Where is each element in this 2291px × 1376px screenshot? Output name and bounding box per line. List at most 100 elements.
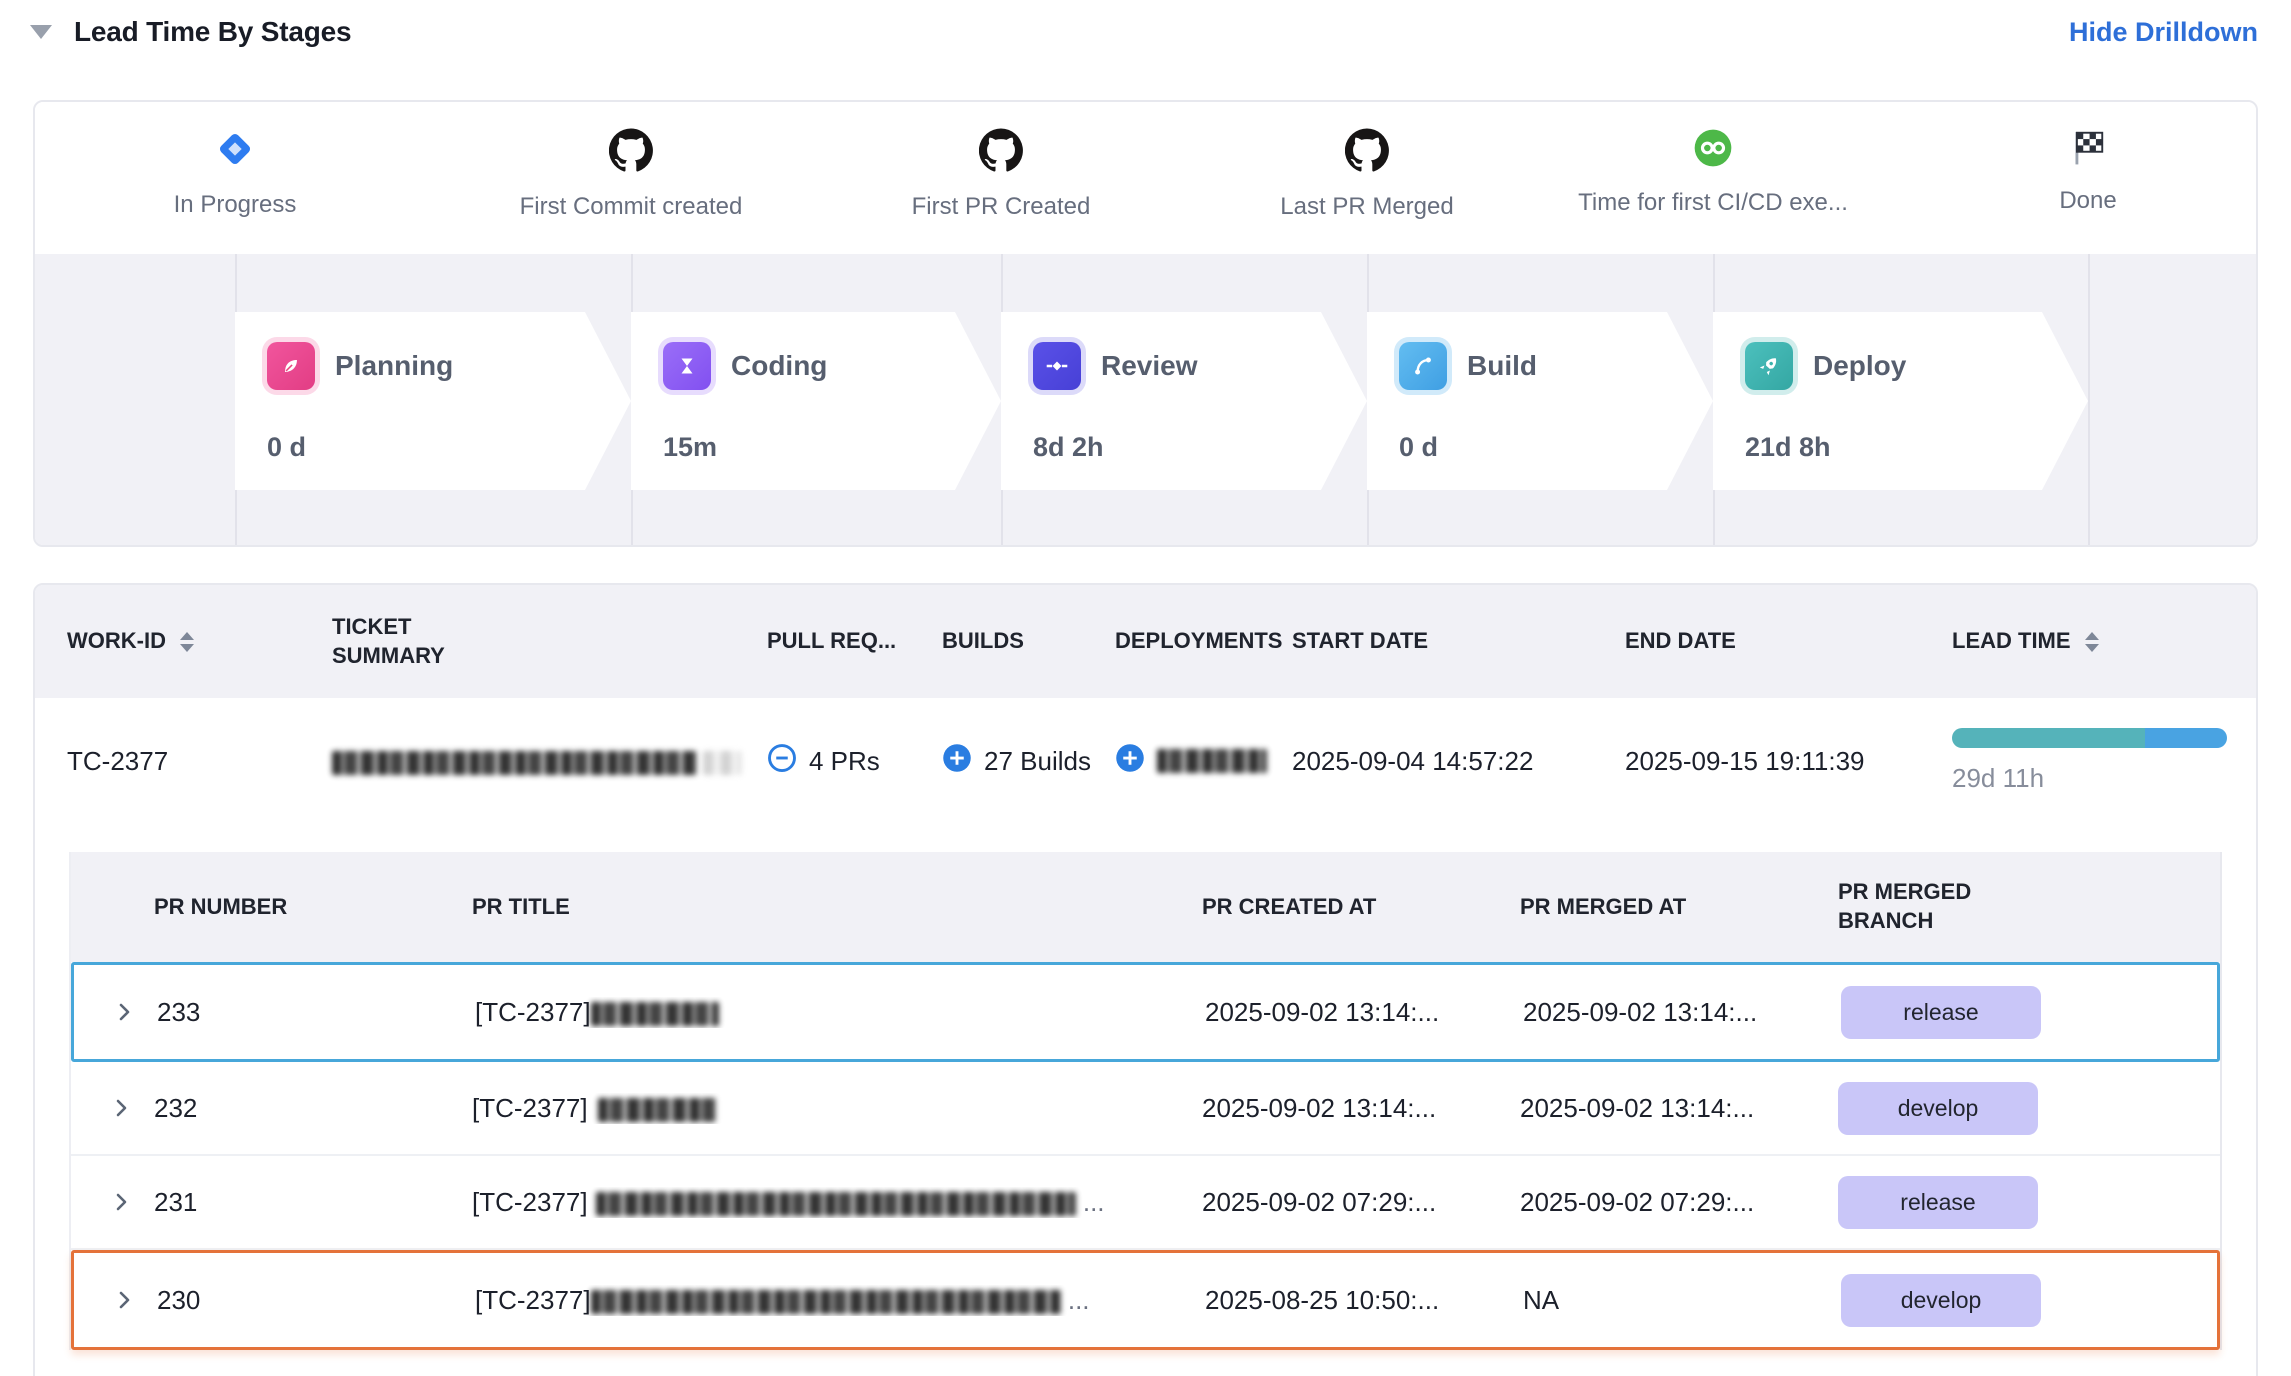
stage-duration: 21d 8h <box>1745 432 1831 462</box>
work-id-value: TC-2377 <box>67 745 169 776</box>
milestone-first-commit: First Commit created <box>451 102 811 221</box>
builds-count: 27 Builds <box>984 745 1091 776</box>
chevron-right-icon[interactable] <box>112 1288 157 1312</box>
col-pr-created-at: PR CREATED AT <box>1202 893 1377 919</box>
stage-duration: 8d 2h <box>1033 432 1104 462</box>
pr-number: 232 <box>154 1092 198 1123</box>
jira-status-icon <box>214 128 256 175</box>
stage-name: Deploy <box>1813 350 1907 381</box>
stages-card: In Progress First Commit created First P… <box>33 100 2258 547</box>
builds-cell[interactable]: 27 Builds <box>942 743 1115 780</box>
pull-requests-cell[interactable]: 4 PRs <box>767 743 942 780</box>
stage-build: Build 0 d <box>1367 312 1713 490</box>
lead-time-value: 29d 11h <box>1952 763 2045 793</box>
milestone-label: In Progress <box>173 191 297 218</box>
milestone-label: Last PR Merged <box>1280 193 1454 220</box>
stage-name: Coding <box>731 350 828 381</box>
pr-created-at: 2025-09-02 07:29:... <box>1202 1186 1437 1217</box>
page-title: Lead Time By Stages <box>74 16 352 47</box>
pr-merged-at: NA <box>1523 1284 1560 1315</box>
lead-bar-blue-segment <box>2144 728 2227 748</box>
col-pull-requests: PULL REQ... <box>767 628 897 654</box>
work-table-header: WORK-ID TICKET SUMMARY PULL REQ... BUILD… <box>35 585 2256 698</box>
pr-row-232[interactable]: 232 [TC-2377] 2025-09-02 13:14:... 2025-… <box>71 1062 2220 1156</box>
pr-row-233[interactable]: 233 [TC-2377] 2025-09-02 13:14:... 2025-… <box>71 962 2220 1062</box>
planning-icon <box>267 342 315 390</box>
hide-drilldown-link[interactable]: Hide Drilldown <box>2069 16 2258 47</box>
start-date-value: 2025-09-04 14:57:22 <box>1292 745 1534 776</box>
pr-title: [TC-2377] <box>475 997 1205 1028</box>
pr-row-230[interactable]: 230 [TC-2377] ... 2025-08-25 10:50:... N… <box>71 1250 2220 1350</box>
pr-title: [TC-2377] ... <box>472 1186 1105 1217</box>
pr-title: [TC-2377] <box>472 1093 1202 1124</box>
github-icon <box>608 128 653 177</box>
finish-flag-icon <box>2069 128 2107 171</box>
stage-name: Build <box>1467 350 1537 381</box>
col-deployments: DEPLOYMENTS <box>1115 628 1283 654</box>
milestone-label: First Commit created <box>519 193 743 220</box>
deploy-icon <box>1745 342 1793 390</box>
stage-deploy: Deploy 21d 8h <box>1713 312 2088 490</box>
ticket-summary-redacted <box>332 746 767 777</box>
collapse-circle-icon[interactable] <box>767 743 797 780</box>
cicd-icon <box>1693 128 1733 173</box>
branch-badge: develop <box>1838 1081 2038 1135</box>
pr-title: [TC-2377] ... <box>475 1284 1090 1315</box>
pr-created-at: 2025-09-02 13:14:... <box>1205 996 1440 1027</box>
lead-bar-teal-segment <box>1952 728 2145 748</box>
pr-number: 233 <box>157 996 201 1027</box>
col-ticket-summary: TICKET SUMMARY <box>332 613 445 668</box>
branch-badge: release <box>1838 1175 2038 1229</box>
milestone-cicd: Time for first CI/CD exe... <box>1533 102 1893 217</box>
drilldown-table-card: WORK-ID TICKET SUMMARY PULL REQ... BUILD… <box>33 583 2258 1376</box>
milestone-done: Done <box>1908 102 2256 215</box>
expand-circle-icon[interactable] <box>1115 743 1145 780</box>
pr-number: 230 <box>157 1284 201 1315</box>
stage-planning: Planning 0 d <box>235 312 631 490</box>
end-date-value: 2025-09-15 19:11:39 <box>1625 745 1865 776</box>
milestones-row: In Progress First Commit created First P… <box>35 102 2256 254</box>
col-lead-time[interactable]: LEAD TIME <box>1952 627 2236 656</box>
col-work-id[interactable]: WORK-ID <box>67 627 332 656</box>
deployments-redacted <box>1157 749 1267 773</box>
stage-flow: Planning 0 d Coding 15m Review 8d 2h <box>35 254 2256 545</box>
pr-branch-cell: develop <box>1841 1273 2217 1327</box>
milestone-label: Time for first CI/CD exe... <box>1578 189 1848 216</box>
milestone-first-pr: First PR Created <box>821 102 1181 221</box>
sort-icon[interactable] <box>2084 631 2099 652</box>
pr-count: 4 PRs <box>809 745 880 776</box>
github-icon <box>1344 128 1389 177</box>
branch-badge: release <box>1841 985 2041 1039</box>
pr-created-at: 2025-08-25 10:50:... <box>1205 1284 1440 1315</box>
col-pr-title: PR TITLE <box>472 893 570 919</box>
milestone-label: Done <box>2059 187 2117 214</box>
col-builds: BUILDS <box>942 628 1024 654</box>
sort-icon[interactable] <box>179 631 194 652</box>
deployments-cell[interactable] <box>1115 743 1292 780</box>
pr-created-at: 2025-09-02 13:14:... <box>1202 1092 1437 1123</box>
expand-circle-icon[interactable] <box>942 743 972 780</box>
pr-table-header: PR NUMBER PR TITLE PR CREATED AT PR MERG… <box>71 852 2220 962</box>
lead-time-cell: 29d 11h <box>1952 728 2236 794</box>
chevron-right-icon[interactable] <box>109 1190 154 1214</box>
collapse-icon[interactable] <box>30 25 52 39</box>
col-pr-merged-branch: PR MERGED BRANCH <box>1838 879 1972 933</box>
chevron-right-icon[interactable] <box>109 1096 154 1120</box>
lead-time-bar <box>1952 728 2227 748</box>
pr-row-231[interactable]: 231 [TC-2377] ... 2025-09-02 07:29:... 2… <box>71 1156 2220 1250</box>
milestone-last-pr-merged: Last PR Merged <box>1187 102 1547 221</box>
github-icon <box>978 128 1023 177</box>
stage-name: Planning <box>335 350 454 381</box>
col-pr-merged-at: PR MERGED AT <box>1520 893 1687 919</box>
branch-badge: develop <box>1841 1273 2041 1327</box>
chevron-right-icon[interactable] <box>112 1000 157 1024</box>
work-item-row[interactable]: TC-2377 4 PRs 27 Builds 2025-09-04 14:57… <box>35 698 2256 824</box>
stage-name: Review <box>1101 350 1198 381</box>
stage-coding: Coding 15m <box>631 312 1001 490</box>
pr-merged-at: 2025-09-02 13:14:... <box>1520 1092 1755 1123</box>
panel-header: Lead Time By Stages Hide Drilldown <box>30 16 2258 48</box>
stage-review: Review 8d 2h <box>1001 312 1367 490</box>
col-pr-number: PR NUMBER <box>154 893 288 919</box>
pr-merged-at: 2025-09-02 13:14:... <box>1523 996 1758 1027</box>
build-icon <box>1399 342 1447 390</box>
